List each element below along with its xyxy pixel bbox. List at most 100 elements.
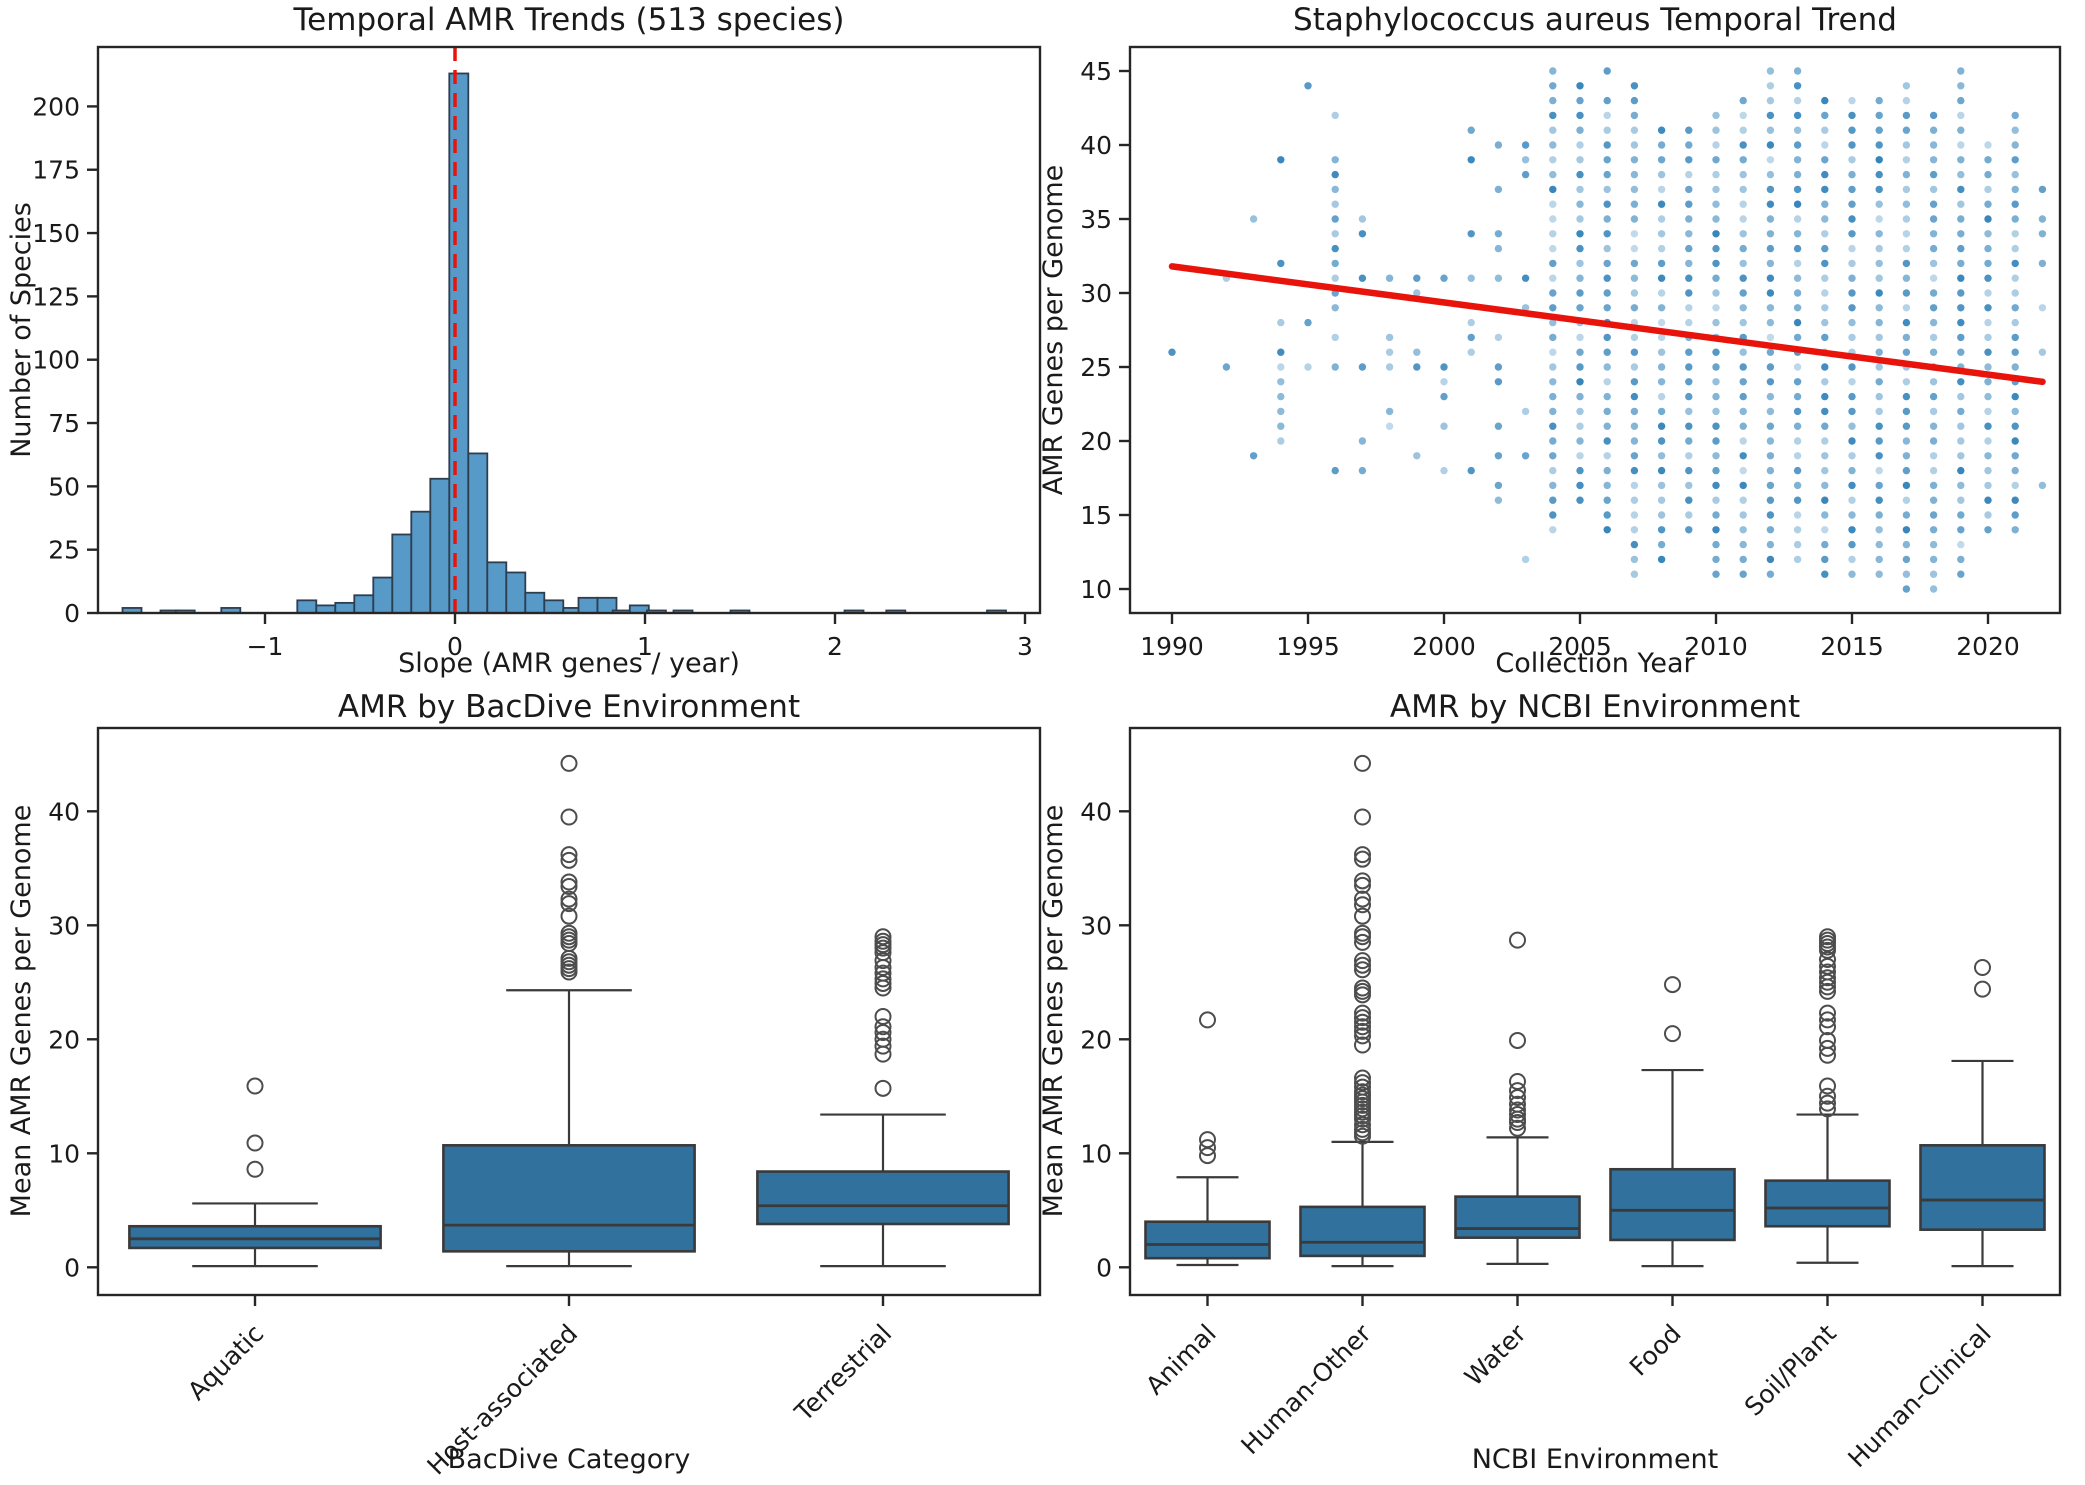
box [1299,1205,1426,1258]
scatter-point [1984,170,1992,179]
hist-bar [524,591,546,614]
scatter-point [1984,407,1992,416]
outlier-point [1354,846,1371,864]
scatter-point [1549,378,1557,386]
scatter-point [1576,466,1584,475]
scatter-point [1766,289,1775,297]
scatter-point [1630,555,1639,564]
box [1919,1144,2046,1231]
scatter-point [1739,481,1747,490]
outlier-point [1819,1077,1836,1095]
hist-bar [296,599,318,614]
scatter-point [1739,466,1747,475]
scatter-point [1413,348,1421,356]
scatter-point [1657,170,1666,179]
scatter-point [1603,496,1611,504]
scatter-point [1685,437,1693,445]
outlier-point [1354,850,1371,868]
scatter-point [1984,363,1992,371]
scatter-point [2011,466,2019,475]
scatter-point [1494,230,1503,238]
scatter-point [2011,422,2019,430]
scatter-point [1657,466,1666,475]
scatter-point [1685,348,1693,356]
outlier-point [1354,1036,1371,1054]
scatter-point [1902,156,1911,164]
scatter-point [1793,304,1802,312]
outlier-point [1819,982,1836,1000]
scatter-point [2011,496,2019,504]
outlier-point [1354,1078,1371,1096]
outlier-point [560,846,578,864]
scatter-point [1630,304,1639,312]
scatter-point [1576,437,1584,445]
scatter-point [1793,111,1802,120]
scatter-point [1712,570,1720,578]
hist-bar [543,599,565,614]
scatter-point [1929,126,1938,134]
scatter-point [1576,96,1584,105]
scatter-point [1549,259,1557,268]
y-tick-label: 125 [32,282,80,311]
scatter-point [1821,555,1829,564]
x-tick-label: −1 [247,632,284,661]
outlier-point [1509,1106,1526,1124]
scatter-point [1630,407,1639,416]
ncbi-box-xlabel: NCBI Environment [1472,1444,1719,1475]
scatter-point [1467,466,1475,475]
scatter-point [1685,481,1693,490]
scatter-point [1685,496,1693,504]
scatter-point [1277,318,1285,327]
scatter-point [1657,392,1666,401]
scatter-point [1467,230,1475,238]
scatter-point [1929,215,1938,223]
scatter-point [1902,437,1911,445]
scatter-point [1848,496,1856,504]
scatter-point [1739,526,1747,534]
scatter-point [1277,259,1285,268]
scatter-point [1549,526,1557,534]
scatter-point [1984,156,1992,164]
scatter-point [1821,392,1829,401]
scatter-point [1494,496,1503,504]
outlier-point [1354,876,1371,894]
scatter-point [1576,304,1584,312]
scatter-point [1821,170,1829,179]
scatter-point [1766,67,1775,75]
scatter-point [1549,141,1557,149]
scatter-point [1549,289,1557,297]
scatter-point [1984,452,1992,460]
scatter-point [1848,437,1856,445]
x-tick-label: 1995 [1276,632,1340,661]
scatter-point [1630,244,1639,253]
scatter-point [1603,304,1611,312]
outlier-point [1354,924,1371,942]
scatter-point [1929,259,1938,268]
y-tick-label: 200 [32,92,80,121]
scatter-point [1957,259,1965,268]
scatter-point [1793,274,1802,282]
scatter-point [1929,511,1938,519]
scatter-point [1603,200,1611,208]
outlier-point [1354,808,1371,826]
scatter-point [1793,363,1802,371]
scatter-point [1440,363,1448,371]
hist-bar [467,452,489,614]
scatter-point [1793,215,1802,223]
scatter-point [1793,244,1802,253]
scatter-point [1766,422,1775,430]
scatter-point [1277,437,1285,445]
scatter-point [2011,437,2019,445]
scatter-point [1712,392,1720,401]
scatter-point [1521,156,1530,164]
scatter-point [1630,437,1639,445]
scatter-point [1875,363,1883,371]
scatter-point [1630,126,1639,134]
scatter-point [1766,481,1775,490]
scatter-point [1685,511,1693,519]
box [1609,1167,1736,1242]
scatter-point [1929,200,1938,208]
scatter-point [1685,259,1693,268]
scatter-point [1902,244,1911,253]
scatter-point [1603,511,1611,519]
